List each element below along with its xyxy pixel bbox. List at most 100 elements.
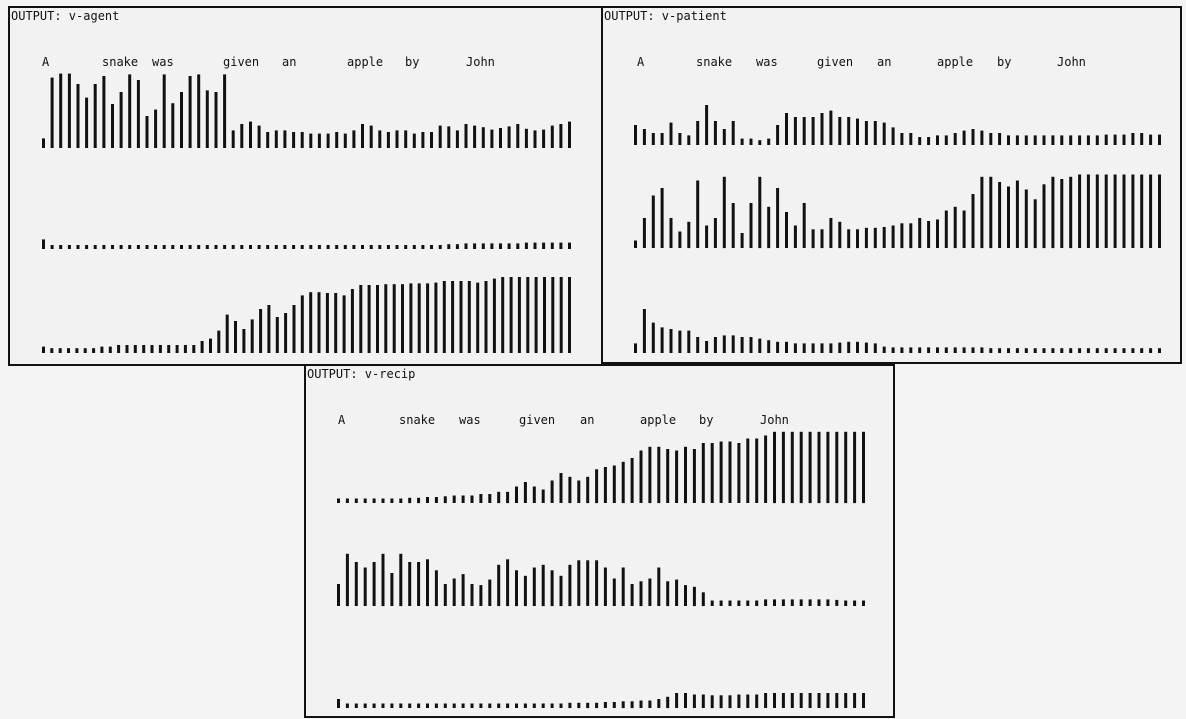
bar xyxy=(559,703,563,708)
bar xyxy=(586,702,590,709)
bar xyxy=(811,229,815,249)
bar xyxy=(853,431,857,504)
bar xyxy=(1078,174,1082,248)
bar xyxy=(417,703,421,708)
bar xyxy=(790,599,794,606)
bar xyxy=(461,495,465,503)
bar xyxy=(404,245,408,249)
bar xyxy=(577,702,581,709)
bar xyxy=(381,553,385,607)
bar xyxy=(426,283,430,353)
bar xyxy=(275,317,279,353)
word-label-snake: snake xyxy=(696,55,732,69)
bar xyxy=(651,322,655,353)
bar xyxy=(92,348,96,353)
bar xyxy=(900,133,904,145)
bar xyxy=(764,435,768,503)
bar xyxy=(266,132,270,148)
bar xyxy=(533,242,537,249)
bar xyxy=(470,703,474,708)
bar xyxy=(337,584,340,606)
bar xyxy=(1131,174,1135,248)
bar xyxy=(85,245,89,249)
bar xyxy=(523,575,527,607)
bar xyxy=(790,693,794,708)
bar xyxy=(669,329,673,353)
bar xyxy=(755,600,759,606)
bar xyxy=(430,245,433,249)
bar xyxy=(1015,135,1019,145)
bar xyxy=(1122,134,1126,145)
bar xyxy=(847,117,851,145)
bar xyxy=(1060,135,1064,145)
bar xyxy=(1060,179,1064,248)
bar xyxy=(740,233,744,248)
bar xyxy=(50,348,54,353)
bar xyxy=(586,476,590,504)
bar xyxy=(808,599,812,606)
bar xyxy=(517,277,521,353)
bar xyxy=(515,486,518,503)
chart-title: OUTPUT: v-patient xyxy=(604,9,727,23)
bar xyxy=(497,564,501,607)
bar xyxy=(541,564,545,607)
bar xyxy=(550,480,554,503)
bar xyxy=(1158,174,1161,248)
bar xyxy=(205,90,209,148)
bar xyxy=(443,496,447,504)
bar xyxy=(722,335,726,353)
bar xyxy=(1104,174,1108,248)
bar xyxy=(506,703,510,708)
bar xyxy=(936,347,939,353)
bar xyxy=(953,206,957,249)
chart-title: OUTPUT: v-recip xyxy=(307,367,416,381)
bar xyxy=(882,227,886,248)
bar xyxy=(438,125,442,148)
bar xyxy=(459,281,463,353)
bar xyxy=(773,599,776,606)
word-label-an: an xyxy=(282,55,296,69)
bar xyxy=(426,559,429,607)
bar xyxy=(125,345,129,353)
word-label-apple: apple xyxy=(640,413,676,427)
bar xyxy=(408,562,412,606)
bar xyxy=(550,703,554,708)
bar xyxy=(1122,174,1126,248)
bar xyxy=(119,245,123,249)
bar xyxy=(630,458,634,503)
bar xyxy=(188,76,192,148)
bar xyxy=(372,562,376,606)
bar xyxy=(612,465,616,503)
bar xyxy=(354,703,358,708)
bar xyxy=(802,343,806,353)
bar xyxy=(145,116,149,148)
bar xyxy=(67,73,71,148)
bar xyxy=(918,347,922,353)
bar xyxy=(634,125,637,145)
bar xyxy=(85,97,89,148)
bar xyxy=(891,127,895,145)
bar xyxy=(300,295,304,353)
bar xyxy=(205,245,209,249)
bar xyxy=(479,703,483,708)
bar xyxy=(214,92,218,148)
bar xyxy=(214,245,218,249)
word-label-apple: apple xyxy=(937,55,973,69)
bar xyxy=(283,245,287,249)
bar xyxy=(359,285,363,353)
bar xyxy=(447,244,451,249)
bar xyxy=(266,245,270,249)
word-label-a: A xyxy=(42,55,50,69)
bar xyxy=(701,592,705,607)
bar xyxy=(467,281,471,353)
bar xyxy=(873,343,877,353)
bar xyxy=(559,124,563,148)
bar xyxy=(882,346,886,353)
bar xyxy=(442,281,446,353)
bar xyxy=(802,117,806,145)
bar xyxy=(811,117,815,145)
bar xyxy=(927,221,931,248)
bar xyxy=(470,495,474,503)
bar xyxy=(749,203,753,248)
bar xyxy=(481,127,485,148)
